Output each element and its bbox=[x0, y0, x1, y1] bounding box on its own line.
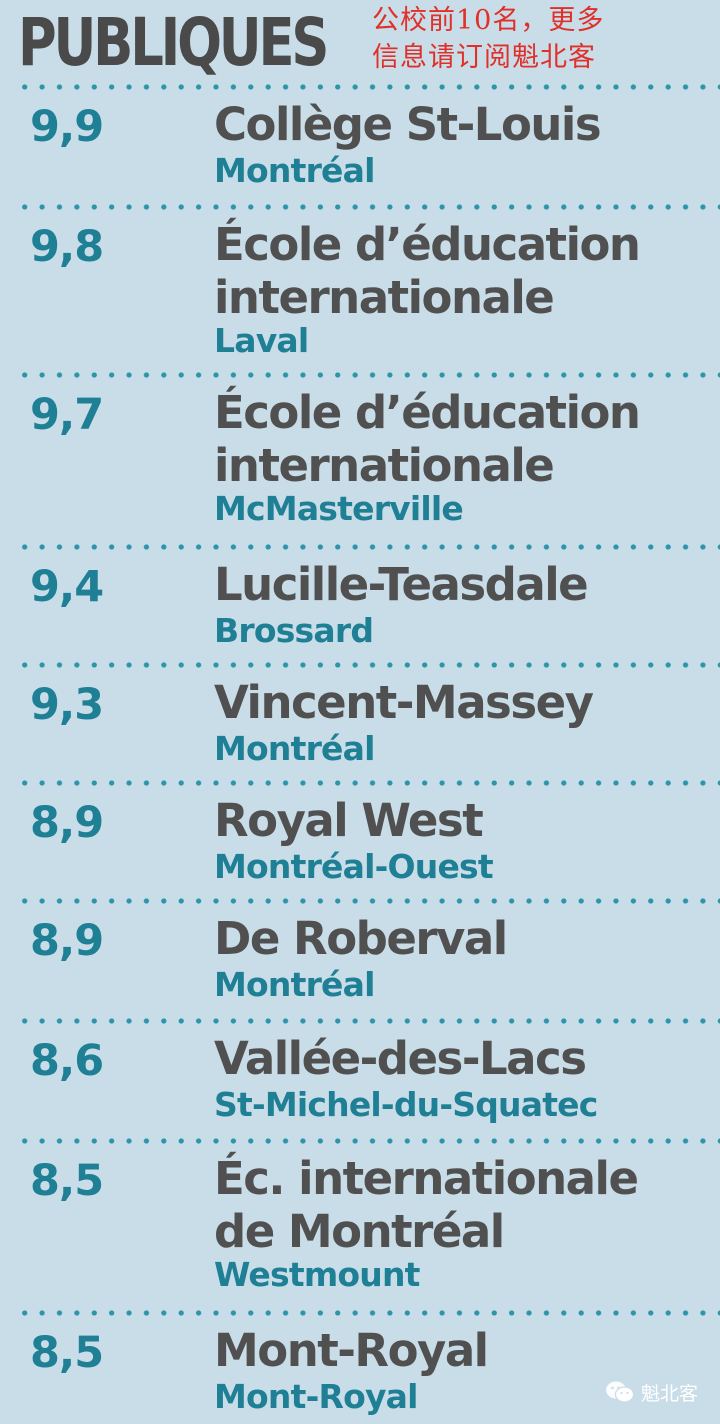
school-name: Vincent-Massey bbox=[214, 676, 594, 729]
wechat-icon bbox=[605, 1380, 635, 1404]
dotted-divider bbox=[16, 1138, 720, 1144]
school-name: Royal West bbox=[214, 794, 484, 847]
school-row-6: 8,9 Royal West Montréal-Ouest bbox=[0, 780, 720, 898]
school-score: 8,5 bbox=[30, 1156, 104, 1206]
school-city: Montréal bbox=[214, 965, 375, 1004]
promo-note: 公校前10名，更多 信息请订阅魁北客 bbox=[372, 2, 692, 76]
school-city: Mont-Royal bbox=[214, 1377, 418, 1416]
account-watermark: 魁北客 bbox=[605, 1376, 698, 1408]
school-score: 9,9 bbox=[30, 102, 104, 152]
dotted-divider bbox=[16, 1018, 720, 1024]
school-city: Montréal bbox=[214, 729, 375, 768]
dotted-divider bbox=[16, 1310, 720, 1316]
school-name: Vallée-des-Lacs bbox=[214, 1032, 587, 1085]
school-row-1: 9,9 Collège St-Louis Montréal bbox=[0, 84, 720, 204]
school-row-8: 8,6 Vallée-des-Lacs St-Michel-du-Squatec bbox=[0, 1018, 720, 1138]
school-row-3: 9,7 École d’éducation internationale McM… bbox=[0, 372, 720, 544]
school-score: 8,5 bbox=[30, 1328, 104, 1378]
school-city: Laval bbox=[214, 321, 309, 360]
dotted-divider bbox=[16, 898, 720, 904]
school-name: Éc. internationale de Montréal bbox=[214, 1152, 639, 1258]
promo-note-line-2: 信息请订阅魁北客 bbox=[372, 42, 596, 73]
school-row-5: 9,3 Vincent-Massey Montréal bbox=[0, 662, 720, 780]
page-title: PUBLIQUES bbox=[18, 4, 329, 81]
dotted-divider bbox=[16, 372, 720, 378]
school-row-10: 8,5 Mont-Royal Mont-Royal bbox=[0, 1310, 720, 1424]
school-city: Brossard bbox=[214, 611, 374, 650]
school-score: 8,6 bbox=[30, 1036, 104, 1086]
school-name: Lucille-Teasdale bbox=[214, 558, 589, 611]
school-row-9: 8,5 Éc. internationale de Montréal Westm… bbox=[0, 1138, 720, 1310]
account-name: 魁北客 bbox=[640, 1382, 698, 1405]
dotted-divider bbox=[16, 780, 720, 786]
school-name: Collège St-Louis bbox=[214, 98, 602, 151]
school-score: 8,9 bbox=[30, 798, 104, 848]
school-name: École d’éducation internationale bbox=[214, 386, 641, 492]
school-row-2: 9,8 École d’éducation internationale Lav… bbox=[0, 204, 720, 372]
school-name: De Roberval bbox=[214, 912, 508, 965]
school-city: St-Michel-du-Squatec bbox=[214, 1085, 598, 1124]
school-score: 9,7 bbox=[30, 390, 104, 440]
school-city: Montréal bbox=[214, 151, 375, 190]
promo-note-line-1: 公校前10名，更多 bbox=[372, 5, 605, 36]
dotted-divider bbox=[16, 84, 720, 90]
school-city: Westmount bbox=[214, 1255, 420, 1294]
school-name: École d’éducation internationale bbox=[214, 218, 641, 324]
dotted-divider bbox=[16, 662, 720, 668]
school-city: Montréal-Ouest bbox=[214, 847, 494, 886]
school-score: 9,8 bbox=[30, 222, 104, 272]
school-row-7: 8,9 De Roberval Montréal bbox=[0, 898, 720, 1018]
school-row-4: 9,4 Lucille-Teasdale Brossard bbox=[0, 544, 720, 662]
dotted-divider bbox=[16, 544, 720, 550]
school-city: McMasterville bbox=[214, 489, 464, 528]
school-score: 8,9 bbox=[30, 916, 104, 966]
school-score: 9,4 bbox=[30, 562, 104, 612]
header: PUBLIQUES 公校前10名，更多 信息请订阅魁北客 bbox=[0, 0, 720, 85]
school-score: 9,3 bbox=[30, 680, 104, 730]
school-name: Mont-Royal bbox=[214, 1324, 489, 1377]
dotted-divider bbox=[16, 204, 720, 210]
